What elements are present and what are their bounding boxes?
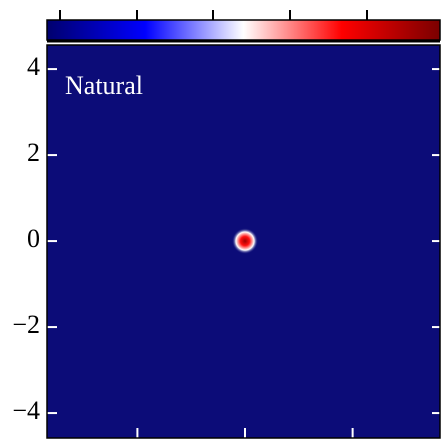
y-tick-label: 2 [27, 138, 40, 167]
peak [232, 228, 258, 254]
chart: Natural 4 2 0 −2 −4 [0, 0, 444, 439]
y-tick-label: −4 [12, 396, 40, 425]
y-tick-label: 0 [27, 224, 40, 253]
colorbar-ticks [60, 10, 367, 20]
colorbar [47, 20, 440, 40]
annotation: Natural [65, 71, 143, 100]
y-tick-label: −2 [12, 310, 40, 339]
y-tick-label: 4 [27, 52, 40, 81]
